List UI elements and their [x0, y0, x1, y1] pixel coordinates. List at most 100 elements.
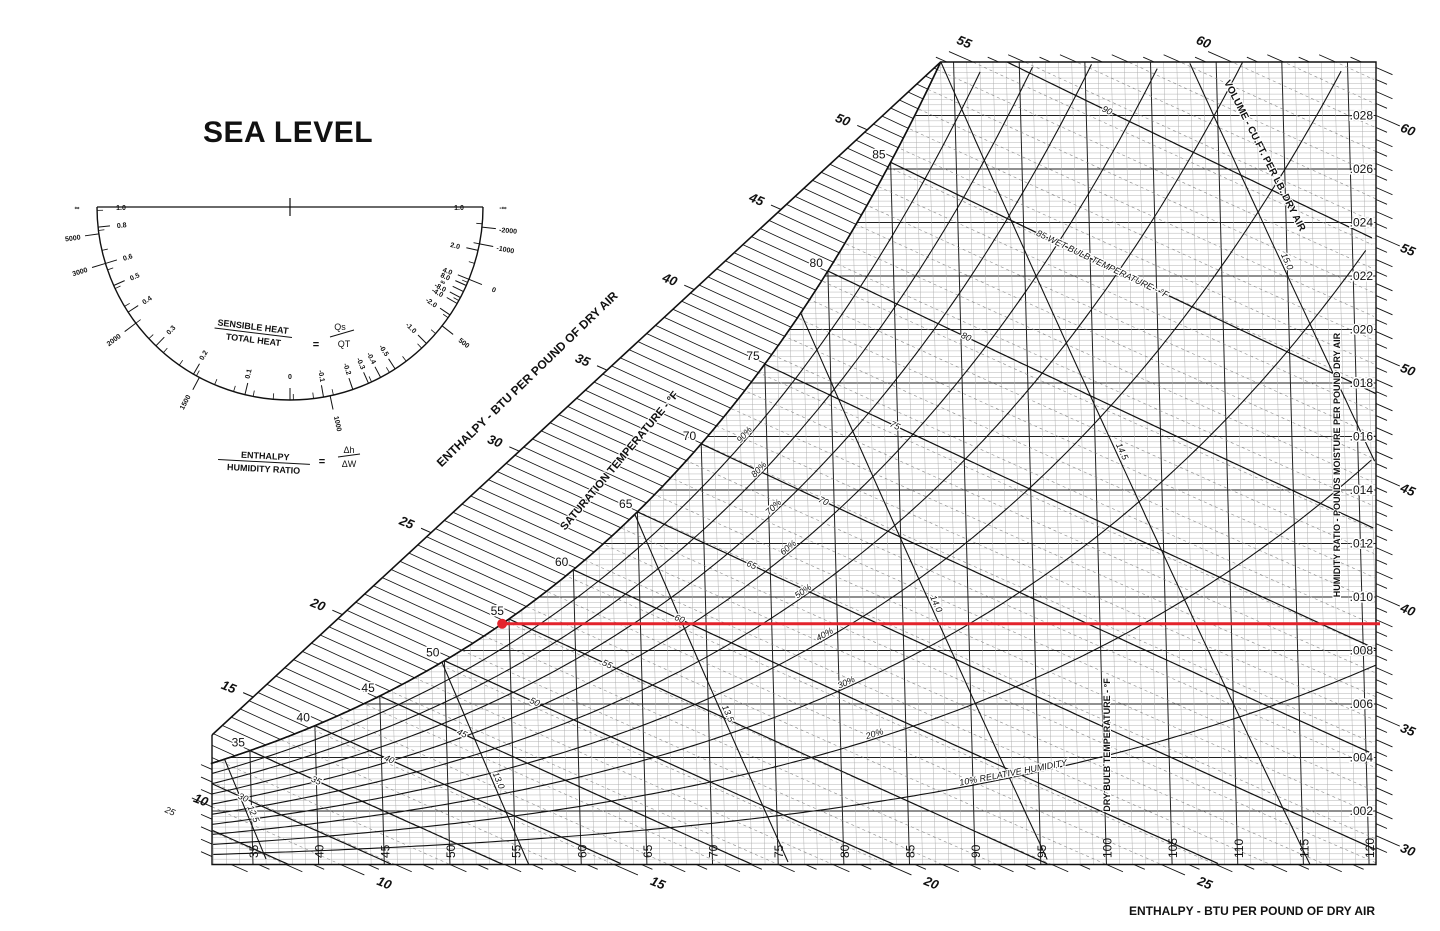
enthalpy-hatch-line — [222, 700, 582, 764]
shr-tick-label: -2.0 — [424, 297, 438, 310]
protractor-minor-tick — [331, 389, 334, 396]
shr-tick — [446, 297, 458, 304]
volume-axis-title: VOLUME - CU.FT. PER LB. DRY AIR — [1221, 79, 1307, 234]
grid-line — [1124, 62, 1147, 865]
shr-tick-label: 0.8 — [117, 222, 128, 230]
enthalpy-line — [920, 62, 1373, 269]
ratio-tick-label: 5000 — [65, 234, 82, 243]
wet-bulb-label: 35 — [310, 774, 324, 788]
enthalpy-tick — [887, 864, 912, 876]
shr-tick — [155, 336, 165, 347]
grid-line — [940, 62, 963, 865]
enthalpy-tick — [1246, 56, 1259, 63]
enthalpy-tick — [1039, 56, 1051, 63]
enthalpy-tick — [1375, 847, 1388, 853]
enthalpy-tick-label: 15 — [219, 677, 239, 697]
wet-bulb-line — [211, 782, 392, 865]
enthalpy-tick — [948, 51, 973, 63]
relative-humidity-curve — [213, 459, 1372, 845]
wet-bulb-line — [637, 511, 1376, 850]
dry-bulb-line — [296, 62, 320, 865]
enthalpy-tick — [914, 864, 927, 870]
ratio-tick — [468, 278, 483, 286]
grid-line — [638, 62, 661, 865]
enthalpy-line — [1281, 62, 1375, 104]
enthalpy-tick — [1375, 223, 1388, 229]
protractor-minor-tick — [124, 302, 130, 307]
enthalpy-tick — [1194, 56, 1207, 63]
enthalpy-tick — [422, 864, 434, 870]
enthalpy-tick — [1207, 51, 1233, 63]
enthalpy-tick — [1375, 427, 1393, 436]
enthalpy-line — [1025, 62, 1372, 221]
saturation-tick-label: 80 — [810, 256, 824, 270]
enthalpy-line — [1078, 62, 1377, 200]
enthalpy-tick — [1375, 307, 1393, 316]
formula-text: Δh — [343, 445, 354, 455]
enthalpy-tick — [340, 864, 365, 876]
shr-tick-label: 0 — [288, 374, 292, 381]
dry-bulb-line — [493, 62, 517, 865]
dry-bulb-line — [1018, 62, 1042, 865]
protractor-minor-tick — [107, 267, 114, 271]
wet-bulb-label: 55 — [601, 657, 615, 671]
enthalpy-tick — [1375, 763, 1393, 772]
fraction-bar — [337, 453, 361, 458]
humidity-ratio-tick-label: .004 — [1350, 751, 1374, 765]
relative-humidity-curve — [212, 62, 1243, 815]
enthalpy-tick — [1270, 864, 1288, 873]
wet-bulb-line — [1005, 62, 1373, 239]
shr-tick-label: 8.0 — [439, 272, 451, 282]
enthalpy-tick — [1375, 643, 1393, 652]
dry-bulb-line — [559, 62, 582, 865]
humidity-ratio-tick-label: .016 — [1350, 430, 1374, 444]
humidity-ratio-tick-label: .026 — [1350, 162, 1374, 176]
grid-line — [520, 62, 543, 865]
shr-tick — [127, 305, 139, 313]
enthalpy-tick — [1375, 271, 1388, 277]
ratio-tick — [124, 322, 137, 332]
enthalpy-tick — [1375, 331, 1393, 340]
enthalpy-tick — [200, 813, 213, 820]
ratio-tick-label: 500 — [457, 337, 471, 350]
enthalpy-line — [973, 62, 1373, 245]
enthalpy-tick — [1375, 799, 1388, 805]
enthalpy-tick — [242, 692, 254, 698]
enthalpy-tick — [1375, 295, 1388, 301]
shr-tick — [449, 291, 461, 299]
enthalpy-tick — [641, 864, 653, 870]
grid-line — [1032, 62, 1055, 865]
ratio-tick — [91, 262, 106, 268]
enthalpy-tick — [1375, 571, 1393, 580]
grid-line — [506, 62, 529, 865]
dry-bulb-tick-label: 105 — [1166, 838, 1180, 858]
enthalpy-tick — [1375, 139, 1393, 148]
ratio-tick-label: -2000 — [499, 227, 518, 236]
enthalpy-tick — [1375, 199, 1388, 205]
grid-line — [414, 62, 438, 865]
protractor-minor-tick — [101, 248, 108, 251]
enthalpy-line — [1176, 62, 1377, 152]
shr-tick-label: 2.0 — [449, 242, 460, 251]
enthalpy-hatch-line — [401, 62, 941, 381]
enthalpy-tick — [596, 365, 608, 371]
saturation-tick-label: 55 — [491, 604, 505, 618]
enthalpy-tick — [1375, 655, 1388, 661]
enthalpy-tick — [942, 864, 959, 873]
enthalpy-tick-label: 50 — [833, 110, 853, 130]
grid-line — [900, 62, 923, 865]
enthalpy-tick — [586, 864, 598, 870]
dry-bulb-line — [1346, 62, 1370, 865]
grid-line — [454, 62, 477, 865]
protractor-minor-tick — [312, 392, 314, 399]
dry-bulb-tick-label: 45 — [378, 844, 392, 858]
enthalpy-tick-label: 55 — [1398, 240, 1418, 260]
enthalpy-tick — [1375, 439, 1388, 445]
shr-tick-label: -0.4 — [365, 352, 377, 366]
enthalpy-tick — [1375, 811, 1393, 820]
formula-text: = — [313, 339, 319, 351]
protractor-minor-tick — [453, 297, 459, 301]
grid-line — [913, 62, 936, 865]
dry-bulb-tick-label: 50 — [444, 844, 458, 858]
